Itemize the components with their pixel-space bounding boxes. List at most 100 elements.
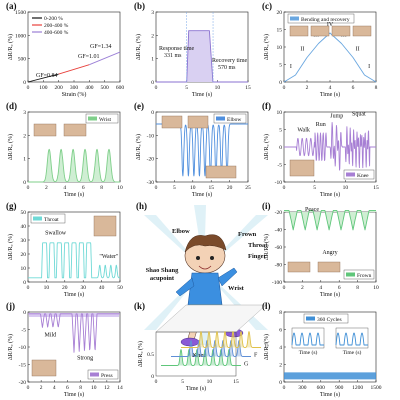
x-tick-label: 0 bbox=[283, 385, 286, 391]
x-tick-label: 10 bbox=[91, 385, 97, 391]
y-tick-label: 50 bbox=[21, 210, 27, 216]
legend-label: Bending and recovery bbox=[301, 17, 350, 23]
body-part-label: Frown bbox=[238, 231, 257, 238]
y-tick-label: 0 bbox=[23, 310, 26, 316]
knee-photo bbox=[289, 159, 315, 177]
y-tick-label: 1 bbox=[23, 157, 26, 163]
throat-photo bbox=[93, 215, 117, 237]
x-axis-label: Time (s) bbox=[320, 391, 340, 398]
legend-swatch bbox=[33, 216, 42, 221]
x-tick-label: 0 bbox=[155, 85, 158, 91]
y-tick-label: -10 bbox=[275, 180, 283, 186]
y-tick-label: 20 bbox=[277, 10, 283, 16]
x-tick-label: 600 bbox=[317, 385, 326, 391]
x-tick-label: 15 bbox=[208, 185, 214, 191]
inset-plot: Time (s) bbox=[291, 327, 325, 356]
y-axis-label: ΔR/R₀ (%) bbox=[263, 34, 270, 60]
x-tick-label: 4 bbox=[319, 285, 322, 291]
y-tick-label: -10 bbox=[19, 345, 27, 351]
legend-box bbox=[343, 269, 375, 280]
x-axis-label: Time (s) bbox=[192, 191, 212, 198]
y-tick-label: 0 bbox=[23, 80, 26, 86]
body-part-label: Knee bbox=[192, 352, 207, 359]
legend-label: 400-600 % bbox=[44, 30, 69, 36]
panel-d: (d) 0 2 4 6 8 10 0 1 2 3 Time (s) ΔR/R₀ (%) Wrist bbox=[6, 101, 123, 198]
series-line bbox=[283, 122, 377, 171]
legend-swatch bbox=[216, 116, 225, 121]
y-axis-label: ΔR/R₀ (%) bbox=[7, 234, 14, 260]
motion-label: Walk bbox=[297, 127, 310, 133]
y-tick-label: 0 bbox=[279, 380, 282, 386]
panel-k: (k) GFT 0 5 10 15 0 0.5 Time (s) ΔR/R₀ (%) bbox=[134, 301, 268, 392]
water-label: "Water" bbox=[99, 254, 119, 260]
x-tick-label: 14 bbox=[117, 385, 123, 391]
x-tick-label: 5 bbox=[173, 185, 176, 191]
mild-label: Mild bbox=[45, 333, 57, 339]
series-label: T bbox=[264, 344, 268, 350]
legend-box bbox=[287, 13, 355, 24]
y-tick-label: 2 bbox=[23, 133, 26, 139]
legend-label: Knee bbox=[357, 173, 369, 179]
x-tick-label: 0 bbox=[283, 185, 286, 191]
y-tick-label: 40 bbox=[21, 224, 27, 230]
legend-label: Press bbox=[101, 373, 113, 379]
x-tick-label: 6 bbox=[352, 85, 355, 91]
x-tick-label: 0 bbox=[283, 285, 286, 291]
legend-swatch bbox=[290, 16, 299, 21]
face-photo bbox=[317, 261, 341, 273]
x-tick-label: 6 bbox=[82, 185, 85, 191]
x-tick-label: 2 bbox=[301, 285, 304, 291]
response-value: 331 ms bbox=[164, 53, 182, 59]
y-tick-label: -5 bbox=[277, 163, 282, 169]
panel-label: (i) bbox=[262, 201, 271, 211]
y-tick-label: -20 bbox=[19, 380, 27, 386]
x-tick-label: 8 bbox=[79, 385, 82, 391]
y-tick-label: -80 bbox=[275, 263, 283, 269]
gf-label: GF=0.84 bbox=[36, 73, 58, 79]
x-tick-label: 1500 bbox=[371, 385, 382, 391]
panel-label: (j) bbox=[6, 301, 15, 311]
y-tick-label: 0 bbox=[279, 80, 282, 86]
series-line bbox=[283, 209, 377, 231]
x-tick-label: 12 bbox=[104, 385, 110, 391]
y-tick-label: 15 bbox=[277, 28, 283, 34]
y-tick-label: 10 bbox=[277, 45, 283, 51]
elbow-photo bbox=[161, 115, 183, 129]
series-line bbox=[27, 313, 121, 353]
panel-a: (a) 0 100 200 300 400 500 600 0 500 1000 1500 Strain… bbox=[6, 1, 124, 98]
y-tick-label: 0 bbox=[151, 80, 154, 86]
motion-label: Jump bbox=[330, 113, 343, 119]
series-band bbox=[284, 372, 376, 380]
character-shirt bbox=[187, 272, 223, 306]
x-tick-label: 0 bbox=[27, 185, 30, 191]
x-axis-label: Time (s) bbox=[64, 391, 84, 398]
series-line bbox=[156, 30, 248, 83]
y-tick-label: 10 bbox=[21, 266, 27, 272]
x-tick-label: 50 bbox=[117, 285, 123, 291]
panel-j: (j) 0 2 4 6 8 10 12 14 0 -5 -10 -15 -20 Time (s) ΔR/R₀ … bbox=[6, 301, 123, 398]
x-tick-label: 10 bbox=[215, 85, 221, 91]
x-axis-label: Time (s) bbox=[186, 385, 206, 392]
recovery-value: 570 ms bbox=[218, 65, 236, 71]
y-tick-label: 1000 bbox=[15, 33, 26, 39]
series-line bbox=[27, 148, 121, 183]
y-tick-label: 3 bbox=[151, 10, 154, 16]
x-tick-label: 15 bbox=[233, 379, 239, 385]
legend-label: 0-200 % bbox=[44, 16, 63, 22]
panel-g: (g) 0 10 20 30 40 50 0 10 20 30 40 50 Time (s) ΔR/R₀ (… bbox=[6, 201, 123, 298]
x-axis-label: Time (s) bbox=[192, 91, 212, 98]
x-tick-label: 900 bbox=[335, 385, 344, 391]
x-tick-label: 10 bbox=[44, 285, 50, 291]
character-mouth bbox=[198, 265, 212, 270]
x-tick-label: 8 bbox=[375, 85, 378, 91]
series-area bbox=[156, 30, 248, 83]
wrist-photo bbox=[63, 123, 87, 137]
character-arm bbox=[217, 267, 238, 287]
series-area bbox=[284, 210, 376, 230]
x-axis-label: Strain (%) bbox=[62, 91, 87, 98]
y-axis-label: ΔR/R₀ (%) bbox=[263, 234, 270, 260]
panel-label: (k) bbox=[134, 301, 145, 311]
x-tick-label: 25 bbox=[245, 185, 251, 191]
y-tick-label: 0 bbox=[23, 280, 26, 286]
stage-label: II bbox=[300, 47, 304, 53]
